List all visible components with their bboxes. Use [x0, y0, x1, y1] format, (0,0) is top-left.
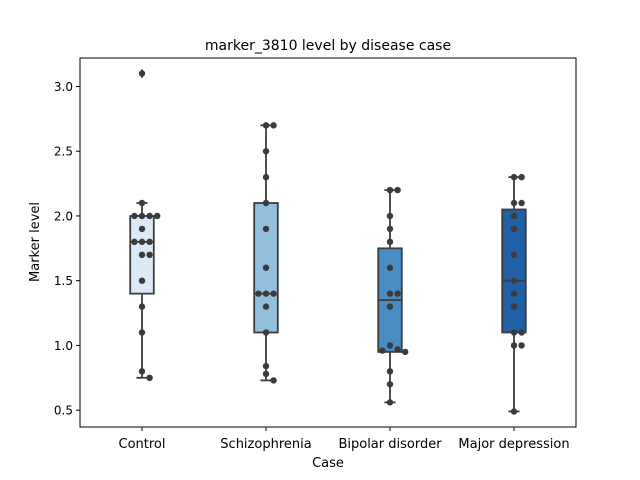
data-point — [255, 290, 262, 297]
y-tick-label: 2.0 — [54, 209, 73, 223]
data-point — [402, 348, 409, 356]
data-point — [386, 368, 394, 375]
x-tick-label: Major depression — [458, 437, 569, 452]
data-point — [138, 251, 146, 258]
data-point — [131, 238, 138, 246]
y-axis-label: Marker level — [28, 202, 43, 282]
x-axis-label: Case — [312, 456, 344, 471]
data-point — [138, 368, 146, 375]
data-point — [386, 264, 394, 271]
data-point — [386, 342, 394, 349]
data-point — [146, 212, 153, 220]
data-point — [138, 238, 146, 246]
data-point — [138, 70, 146, 77]
data-point — [510, 303, 518, 310]
data-point — [146, 374, 153, 381]
data-point — [138, 277, 146, 284]
data-point — [270, 290, 277, 297]
data-point — [262, 148, 270, 155]
data-point — [138, 329, 146, 336]
data-point — [518, 342, 525, 349]
data-point — [386, 381, 394, 388]
data-point — [394, 346, 401, 353]
data-point — [262, 264, 270, 271]
data-point — [394, 186, 401, 194]
data-point — [510, 173, 518, 181]
data-point — [262, 329, 270, 336]
plot-frame — [79, 57, 577, 428]
boxes-layer — [129, 68, 527, 413]
data-point — [262, 225, 270, 233]
data-point — [510, 342, 518, 349]
data-point — [146, 238, 153, 246]
data-point — [394, 290, 401, 297]
data-point — [270, 377, 277, 384]
data-point — [510, 290, 518, 297]
y-tick-label: 1.5 — [54, 274, 73, 288]
data-point — [386, 290, 394, 297]
data-point — [262, 370, 270, 378]
data-point — [138, 303, 146, 310]
y-tick-label: 0.5 — [54, 404, 73, 418]
data-point — [138, 225, 146, 233]
data-point — [386, 212, 394, 220]
x-tick-label: Schizophrenia — [220, 437, 311, 452]
data-point — [518, 199, 525, 207]
data-point — [510, 329, 518, 336]
data-point — [262, 122, 270, 129]
x-axis: Control Schizophrenia Bipolar disorder Majo… — [119, 427, 570, 452]
data-point — [262, 173, 270, 181]
data-point — [138, 199, 146, 207]
data-point — [518, 173, 525, 181]
data-point — [262, 303, 270, 310]
data-point — [386, 399, 394, 406]
data-point — [510, 199, 518, 207]
data-point — [386, 303, 394, 310]
box-group-bipolar-disorder — [377, 189, 403, 404]
box-group-schizophrenia — [253, 124, 279, 382]
y-tick-label: 2.5 — [54, 145, 73, 159]
data-point — [154, 212, 161, 220]
y-axis: 0.5 1.0 1.5 2.0 2.5 3.0 — [54, 80, 80, 418]
data-point — [510, 277, 518, 284]
data-point — [386, 186, 394, 194]
data-point — [510, 251, 518, 258]
points-layer — [131, 70, 525, 415]
data-point — [510, 225, 518, 233]
data-point — [510, 212, 518, 220]
data-point — [262, 199, 270, 207]
data-point — [518, 329, 525, 336]
data-point — [270, 122, 277, 129]
chart-title: marker_3810 level by disease case — [205, 38, 451, 54]
x-tick-label: Control — [119, 437, 166, 452]
data-point — [131, 212, 138, 220]
data-point — [386, 238, 394, 246]
data-point — [262, 290, 270, 297]
y-tick-label: 1.0 — [54, 339, 73, 353]
data-point — [262, 362, 270, 370]
data-point — [386, 225, 394, 233]
data-point — [146, 251, 153, 258]
y-tick-label: 3.0 — [54, 80, 73, 94]
data-point — [379, 347, 386, 354]
data-point — [510, 408, 518, 415]
data-point — [138, 212, 146, 220]
x-tick-label: Bipolar disorder — [338, 437, 442, 452]
